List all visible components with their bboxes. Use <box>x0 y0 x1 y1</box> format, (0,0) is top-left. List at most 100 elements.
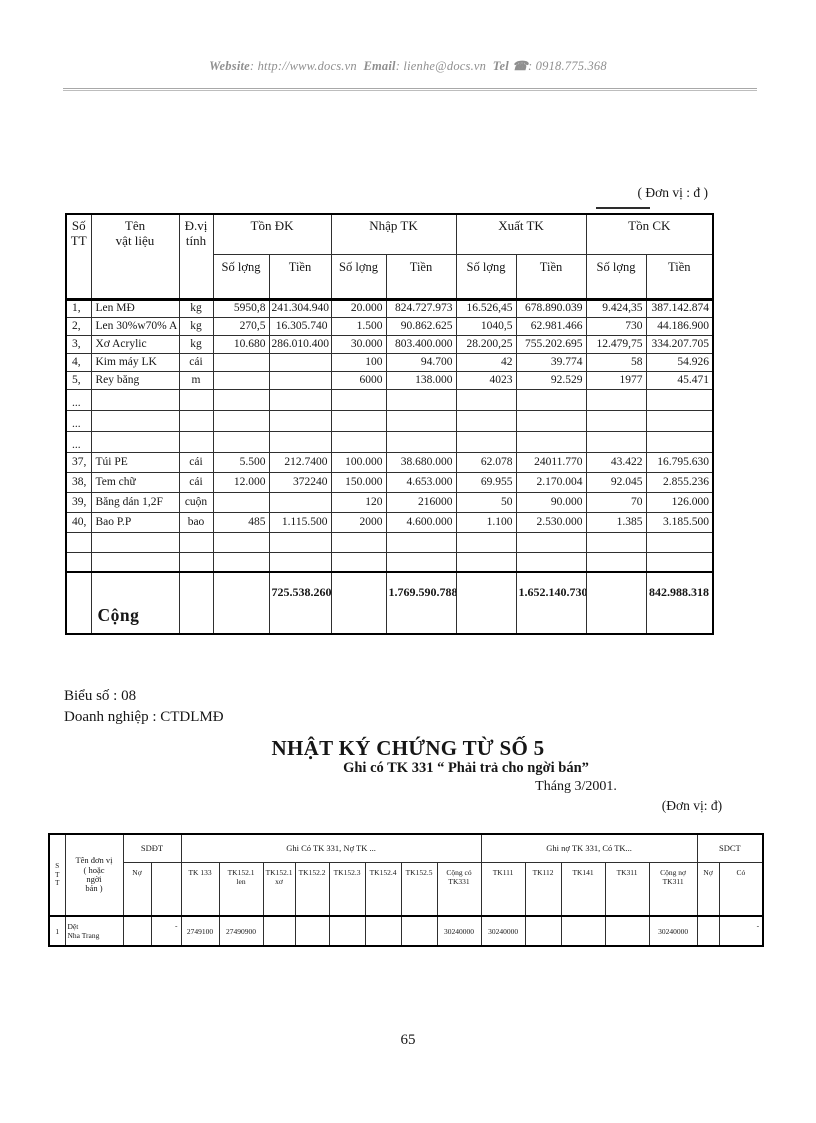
table-row: 1, Len MĐ kg 5950,8 241.304.940 20.000 824.727… <box>65 298 714 318</box>
cell <box>645 388 714 411</box>
cell <box>455 430 517 453</box>
cell <box>645 409 714 432</box>
cell <box>385 531 457 553</box>
cell <box>212 370 270 390</box>
cell: 2.855.236 <box>645 471 714 493</box>
cell <box>178 551 214 573</box>
table-row: 3, Xơ Acrylic kg 10.680 286.010.400 30.000 803… <box>65 334 714 354</box>
cell <box>178 531 214 553</box>
header-divider <box>63 88 757 91</box>
cell <box>455 571 517 635</box>
cell: 27490900 <box>218 915 264 947</box>
journal-unit-note: (Đơn vị: đ) <box>661 798 723 813</box>
cell: - <box>150 915 182 947</box>
cell: 2000 <box>330 511 387 533</box>
cell <box>385 430 457 453</box>
cell: 16.305.740 <box>268 316 332 336</box>
cell: 10.680 <box>212 334 270 354</box>
th-sub: Nợ <box>696 861 720 917</box>
cell: 9.424,35 <box>585 298 647 318</box>
table-row: 39, Băng dán 1,2F cuộn 120 216000 50 90.000 70 1… <box>65 491 714 513</box>
cell: 90.862.625 <box>385 316 457 336</box>
cell <box>65 571 92 635</box>
page-number: 65 <box>400 1032 416 1048</box>
cell: 16.526,45 <box>455 298 517 318</box>
cell <box>330 430 387 453</box>
cell <box>328 915 366 947</box>
table-row: 5, Rey băng m 6000 138.000 4023 92.529 1977 45.4… <box>65 370 714 390</box>
cell <box>515 531 587 553</box>
cell: 90.000 <box>515 491 587 513</box>
cell: 45.471 <box>645 370 714 390</box>
cell: 100 <box>330 352 387 372</box>
cell <box>400 915 438 947</box>
cell <box>268 551 332 573</box>
cell <box>212 409 270 432</box>
cell: Túi PE <box>90 451 180 473</box>
th-group-ghi-no: Ghi nợ TK 331, Có TK... <box>480 833 698 863</box>
th-sub: TK152.1 xơ <box>262 861 296 917</box>
cell <box>385 551 457 573</box>
th-group-ton-ck: Tồn CK <box>585 213 714 255</box>
cell: cái <box>178 451 214 473</box>
cell: 755.202.695 <box>515 334 587 354</box>
th-vendor-name: Tên đơn vị ( hoặc ngời bán ) <box>64 833 124 917</box>
th-group-xuat-tk: Xuất TK <box>455 213 587 255</box>
cell: 30240000 <box>648 915 698 947</box>
cell <box>515 430 587 453</box>
cell: 30240000 <box>480 915 526 947</box>
cell <box>524 915 562 947</box>
cell <box>330 571 387 635</box>
cell: 44.186.900 <box>645 316 714 336</box>
cell: 1 <box>48 915 66 947</box>
cell: 5.500 <box>212 451 270 473</box>
cell <box>330 531 387 553</box>
th-sub: TK141 <box>560 861 606 917</box>
cell: 30240000 <box>436 915 482 947</box>
th-sub: TK152.2 <box>294 861 330 917</box>
cell: 5950,8 <box>212 298 270 318</box>
email-value: : lienhe@docs.vn <box>395 59 487 73</box>
cell: 38.680.000 <box>385 451 457 473</box>
cell: 92.045 <box>585 471 647 493</box>
total-ton-dk-cell: 725.538.260 <box>268 571 332 635</box>
cell: 69.955 <box>455 471 517 493</box>
total-nhap-cell: 1.769.590.788 <box>385 571 457 635</box>
cell <box>455 531 517 553</box>
cell: ... <box>65 430 92 453</box>
cell: 803.400.000 <box>385 334 457 354</box>
cell: ... <box>65 409 92 432</box>
th-qty: Số lợng <box>455 253 517 301</box>
cell: 30.000 <box>330 334 387 354</box>
table-row: 37, Túi PE cái 5.500 212.7400 100.000 38.680.0… <box>65 451 714 473</box>
th-group-ton-dk: Tồn ĐK <box>212 213 332 255</box>
cell <box>212 531 270 553</box>
table-row: 4, Kim máy LK cái 100 94.700 42 39.774 58 54.926 <box>65 352 714 372</box>
cell <box>212 491 270 513</box>
cell: 241.304.940 <box>268 298 332 318</box>
cell: 2.170.004 <box>515 471 587 493</box>
cell <box>455 551 517 573</box>
cell <box>212 352 270 372</box>
cell: 138.000 <box>385 370 457 390</box>
cell: 1.100 <box>455 511 517 533</box>
cell: cái <box>178 471 214 493</box>
th-amount: Tiền <box>268 253 332 301</box>
table-row: 40, Bao P.P bao 485 1.115.500 2000 4.600.000 1.… <box>65 511 714 533</box>
email-label: Email <box>363 59 396 73</box>
cell <box>385 388 457 411</box>
th-amount: Tiền <box>645 253 714 301</box>
cell: 70 <box>585 491 647 513</box>
cell <box>294 915 330 947</box>
cell <box>212 430 270 453</box>
cell: 50 <box>455 491 517 513</box>
cell <box>696 915 720 947</box>
spacer-row <box>65 551 714 573</box>
underline-mark <box>596 207 650 209</box>
cell <box>268 491 332 513</box>
cell <box>268 430 332 453</box>
website-label: Website <box>209 59 250 73</box>
cell <box>515 388 587 411</box>
th-qty: Số lợng <box>212 253 270 301</box>
cell: 4023 <box>455 370 517 390</box>
